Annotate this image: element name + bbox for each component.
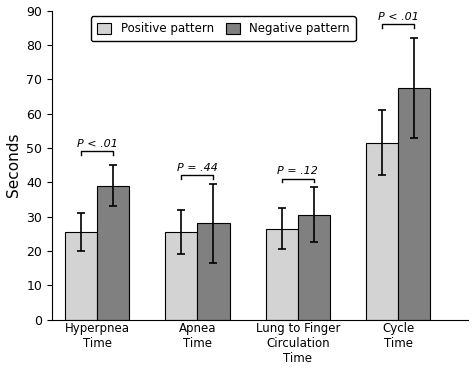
Bar bbox=[366, 143, 398, 320]
Bar bbox=[97, 186, 129, 320]
Text: P < .01: P < .01 bbox=[77, 139, 118, 149]
Bar bbox=[298, 215, 330, 320]
Bar bbox=[65, 232, 97, 320]
Y-axis label: Seconds: Seconds bbox=[6, 133, 20, 197]
Bar bbox=[265, 229, 298, 320]
Legend: Positive pattern, Negative pattern: Positive pattern, Negative pattern bbox=[91, 16, 356, 41]
Text: P < .01: P < .01 bbox=[378, 12, 419, 22]
Bar bbox=[165, 232, 197, 320]
Bar bbox=[197, 223, 229, 320]
Text: P = .12: P = .12 bbox=[277, 166, 318, 176]
Text: P = .44: P = .44 bbox=[177, 162, 218, 173]
Bar bbox=[398, 88, 430, 320]
